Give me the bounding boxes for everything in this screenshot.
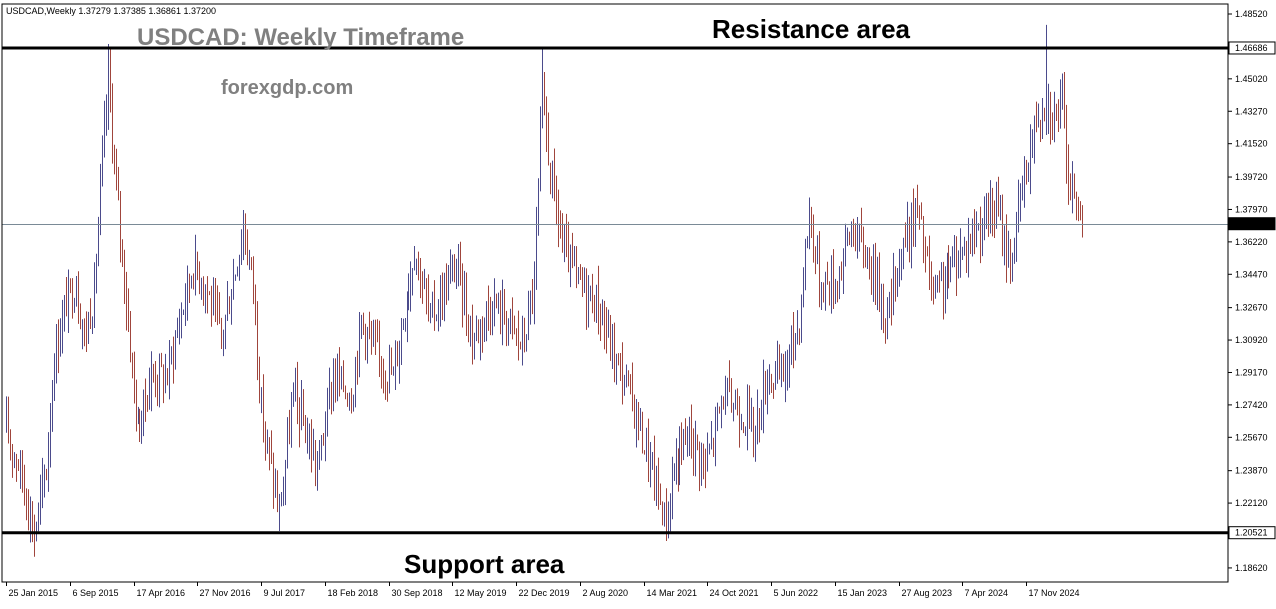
x-tick-label: 27 Aug 2023 (902, 588, 953, 598)
x-tick-label: 5 Jun 2022 (774, 588, 819, 598)
x-tick-label: 18 Feb 2018 (328, 588, 379, 598)
y-tick-label: 1.39720 (1235, 172, 1268, 182)
y-tick-label: 1.25670 (1235, 432, 1268, 442)
resistance-annotation: Resistance area (712, 14, 911, 44)
x-tick-label: 2 Aug 2020 (583, 588, 629, 598)
x-tick-label: 14 Mar 2021 (647, 588, 698, 598)
y-tick-label: 1.46686 (1235, 43, 1268, 53)
watermark-label: forexgdp.com (221, 77, 353, 99)
price-marker-box (1228, 526, 1276, 540)
x-tick-label: 22 Dec 2019 (519, 588, 570, 598)
x-tick-label: 9 Jul 2017 (264, 588, 306, 598)
y-tick-label: 1.22120 (1235, 498, 1268, 508)
y-tick-label: 1.37200 (1235, 219, 1268, 229)
y-tick-label: 1.48520 (1235, 9, 1268, 19)
chart-title: USDCAD: Weekly Timeframe (137, 24, 464, 51)
x-tick-label: 17 Apr 2016 (137, 588, 186, 598)
y-tick-label: 1.30920 (1235, 335, 1268, 345)
y-tick-label: 1.36220 (1235, 237, 1268, 247)
y-tick-label: 1.43270 (1235, 106, 1268, 116)
x-tick-label: 27 Nov 2016 (200, 588, 251, 598)
x-tick-label: 6 Sep 2015 (73, 588, 119, 598)
x-tick-label: 17 Nov 2024 (1029, 588, 1080, 598)
x-tick-label: 15 Jan 2023 (838, 588, 888, 598)
y-tick-label: 1.32670 (1235, 303, 1268, 313)
y-tick-label: 1.41520 (1235, 139, 1268, 149)
price-axis: 1.48520 1.46686 1.45020 1.43270 1.41520 1.397… (1228, 9, 1276, 573)
y-tick-label: 1.29170 (1235, 367, 1268, 377)
x-tick-label: 12 May 2019 (455, 588, 507, 598)
y-tick-label: 1.45020 (1235, 74, 1268, 84)
support-annotation: Support area (404, 549, 565, 579)
symbol-info-label: USDCAD,Weekly 1.37279 1.37385 1.36861 1.… (6, 6, 216, 16)
price-marker-box (1228, 41, 1276, 55)
x-tick-label: 24 Oct 2021 (710, 588, 759, 598)
price-marker-box (1228, 217, 1276, 231)
y-tick-label: 1.23870 (1235, 466, 1268, 476)
x-tick-label: 7 Apr 2024 (965, 588, 1009, 598)
y-tick-label: 1.18620 (1235, 563, 1268, 573)
level-lines (2, 46, 1228, 535)
y-tick-label: 1.27420 (1235, 400, 1268, 410)
x-tick-label: 30 Sep 2018 (392, 588, 443, 598)
y-tick-label: 1.34470 (1235, 269, 1268, 279)
y-tick-label: 1.37970 (1235, 204, 1268, 214)
x-tick-label: 25 Jan 2015 (9, 588, 59, 598)
time-axis: 25 Jan 2015 6 Sep 2015 17 Apr 2016 27 Nov 2… (6, 582, 1080, 598)
y-tick-label: 1.20521 (1235, 528, 1268, 538)
plot-frame (1, 3, 1229, 583)
